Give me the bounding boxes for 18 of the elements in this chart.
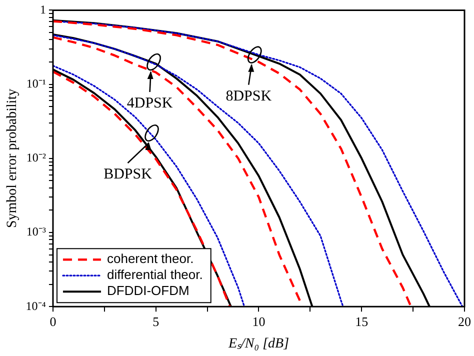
x-tick-label: 20 [458,314,471,329]
legend-label: coherent theor. [106,251,194,266]
y-tick-label: 10⁻² [26,150,46,165]
legend-label: DFDDI-OFDM [106,283,190,298]
x-axis-title: Eₛ/N₀ [dB] [227,336,290,352]
annotation: 8DPSK [226,88,272,104]
legend-label: differential theor. [106,267,203,282]
annotation: BDPSK [104,166,152,182]
y-axis-title: Symbol error probability [5,88,20,228]
y-tick-label: 10⁻³ [26,224,46,239]
y-tick-label: 10⁻⁴ [26,298,46,313]
annotation: 4DPSK [126,95,173,112]
x-tick-label: 15 [355,314,368,329]
x-tick-label: 5 [152,314,160,329]
x-tick-label: 10 [252,314,266,329]
y-tick-label: 10⁻¹ [26,76,46,90]
y-tick-label: 1 [40,2,46,16]
x-tick-label: 0 [50,314,56,329]
